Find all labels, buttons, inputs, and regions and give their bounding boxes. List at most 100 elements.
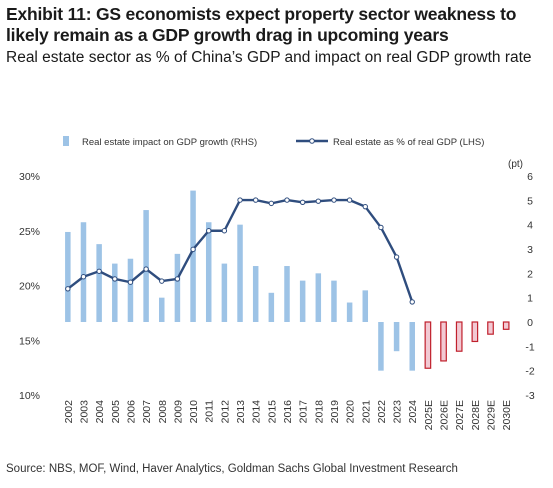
left-tick-label: 25% — [19, 226, 40, 238]
x-tick-label: 2003 — [78, 400, 90, 424]
right-tick-label: 0 — [527, 317, 533, 329]
x-tick-label: 2017 — [298, 400, 310, 424]
x-axis: 2002 2003 2004 2005 2006 2007 2008 2009 2010 2011… — [63, 400, 513, 431]
x-tick-label: 2005 — [110, 400, 122, 424]
x-tick-label: 2008 — [157, 400, 169, 424]
line-point — [174, 276, 181, 282]
bar — [393, 322, 400, 352]
forecast-bar — [502, 321, 510, 330]
bar — [96, 244, 102, 322]
legend-line-marker — [309, 138, 315, 144]
x-tick-label: 2030E — [501, 400, 513, 430]
x-tick-label: 2013 — [235, 400, 247, 424]
bar — [268, 292, 275, 322]
x-tick-label: 2011 — [204, 400, 216, 423]
legend-bar-label: Real estate impact on GDP growth (RHS) — [82, 137, 257, 148]
bar — [299, 280, 306, 322]
forecast-bar — [424, 321, 432, 369]
x-tick-label: 2007 — [141, 400, 153, 424]
bar — [346, 302, 353, 322]
line-point — [127, 279, 134, 285]
line-point — [80, 274, 87, 280]
x-tick-label: 2019 — [329, 400, 341, 424]
chart-title: Exhibit 11: GS economists expect propert… — [6, 4, 517, 45]
line-point — [96, 268, 102, 274]
x-tick-label: 2010 — [188, 400, 200, 424]
bar — [159, 297, 165, 322]
bar — [237, 224, 243, 322]
x-tick-label: 2015 — [266, 400, 278, 424]
x-tick-label: 2002 — [63, 400, 75, 424]
line-point — [299, 199, 306, 205]
line-point — [268, 200, 275, 207]
x-tick-label: 2006 — [125, 400, 137, 424]
x-tick-label: 2022 — [376, 400, 388, 424]
right-tick-label: -2 — [525, 366, 534, 378]
line-point — [362, 203, 368, 210]
x-tick-label: 2018 — [313, 400, 325, 424]
right-tick-label: -3 — [525, 390, 534, 402]
line-point — [143, 266, 149, 272]
line-point — [378, 224, 384, 231]
right-tick-label: 6 — [527, 171, 533, 183]
forecast-bar — [471, 321, 479, 343]
x-tick-label: 2020 — [345, 400, 357, 424]
bar — [252, 266, 259, 322]
bar — [315, 273, 322, 322]
line-point — [221, 228, 228, 234]
line-point — [284, 197, 290, 203]
chart-subtitle: Real estate sector as % of China’s GDP a… — [6, 49, 532, 66]
bar — [65, 231, 71, 322]
x-tick-label: 2009 — [172, 400, 184, 424]
line-point — [237, 197, 243, 203]
bar — [143, 210, 149, 322]
x-tick-label: 2012 — [219, 400, 231, 424]
x-tick-label: 2004 — [94, 400, 106, 424]
line-point — [393, 254, 400, 260]
right-axis: -3 -2 -1 0 1 2 3 4 5 6 — [525, 171, 534, 402]
bar — [174, 253, 181, 322]
right-axis-unit: (pt) — [508, 159, 523, 170]
right-tick-label: 3 — [527, 244, 533, 256]
x-tick-label: 2016 — [282, 400, 294, 424]
x-tick-label: 2021 — [360, 400, 372, 424]
chart-legend: Real estate impact on GDP growth (RHS) R… — [63, 136, 484, 148]
forecast-bar — [440, 321, 447, 362]
x-tick-label: 2026E — [439, 400, 451, 430]
line-point — [65, 286, 71, 292]
legend-bar-swatch — [63, 136, 69, 146]
bar — [284, 266, 290, 322]
x-tick-label: 2029E — [486, 400, 498, 430]
bar — [190, 190, 196, 322]
x-tick-label: 2024 — [407, 400, 419, 424]
left-tick-label: 30% — [19, 171, 40, 183]
line-point — [331, 197, 337, 203]
left-tick-label: 20% — [19, 281, 40, 293]
forecast-bar — [455, 321, 463, 352]
bar — [362, 290, 369, 322]
line-point — [409, 299, 415, 305]
bar — [331, 280, 337, 322]
bar — [127, 258, 134, 322]
bar — [112, 263, 118, 322]
bar — [378, 322, 384, 371]
x-tick-label: 2028E — [470, 400, 482, 430]
line-point — [252, 197, 259, 203]
left-axis: 10% 15% 20% 25% 30% — [19, 171, 40, 402]
left-tick-label: 15% — [19, 335, 40, 347]
line-point — [159, 278, 165, 284]
bar — [409, 322, 415, 371]
x-tick-label: 2023 — [392, 400, 404, 424]
right-tick-label: 1 — [527, 293, 533, 305]
right-tick-label: 2 — [527, 268, 533, 280]
legend-line-label: Real estate as % of real GDP (LHS) — [333, 137, 484, 148]
right-tick-label: 4 — [527, 220, 533, 232]
line-point — [315, 198, 322, 204]
x-tick-label: 2027E — [454, 400, 466, 430]
line-point — [206, 228, 212, 234]
source-note: Source: NBS, MOF, Wind, Haver Analytics,… — [6, 463, 458, 475]
x-tick-label: 2025E — [423, 400, 435, 430]
right-tick-label: 5 — [527, 195, 533, 207]
chart-svg: Real estate impact on GDP growth (RHS) R… — [19, 136, 535, 431]
line-point — [112, 276, 118, 282]
